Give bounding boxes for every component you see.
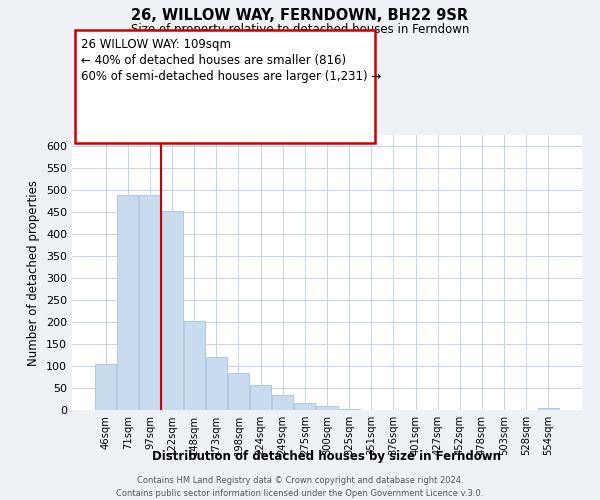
- Text: 26, WILLOW WAY, FERNDOWN, BH22 9SR: 26, WILLOW WAY, FERNDOWN, BH22 9SR: [131, 8, 469, 22]
- Text: 60% of semi-detached houses are larger (1,231) →: 60% of semi-detached houses are larger (…: [81, 70, 381, 83]
- Y-axis label: Number of detached properties: Number of detached properties: [28, 180, 40, 366]
- Bar: [118, 196, 139, 410]
- Text: ← 40% of detached houses are smaller (816): ← 40% of detached houses are smaller (81…: [81, 54, 346, 67]
- Text: Contains HM Land Registry data © Crown copyright and database right 2024.
Contai: Contains HM Land Registry data © Crown c…: [116, 476, 484, 498]
- Bar: [139, 196, 160, 410]
- Bar: [538, 408, 559, 410]
- Bar: [295, 404, 316, 410]
- Bar: [228, 374, 249, 410]
- Bar: [161, 210, 182, 410]
- Text: 26 WILLOW WAY: 109sqm: 26 WILLOW WAY: 109sqm: [81, 38, 231, 51]
- Bar: [95, 364, 116, 410]
- Text: Distribution of detached houses by size in Ferndown: Distribution of detached houses by size …: [152, 450, 502, 463]
- Bar: [272, 394, 293, 410]
- Bar: [184, 321, 205, 410]
- Bar: [250, 385, 271, 410]
- Bar: [206, 357, 227, 410]
- Bar: [316, 406, 338, 410]
- Bar: [338, 408, 359, 410]
- Text: Size of property relative to detached houses in Ferndown: Size of property relative to detached ho…: [131, 22, 469, 36]
